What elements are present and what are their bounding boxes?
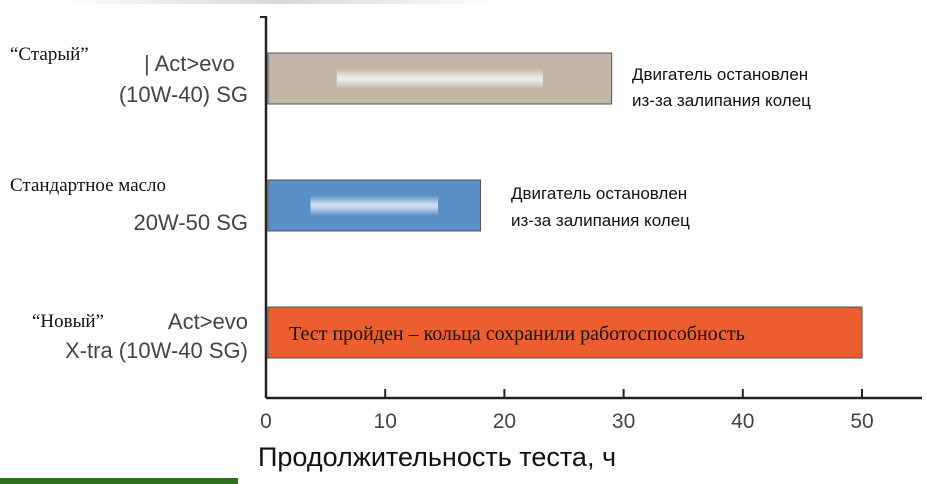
x-tick-label: 10 <box>374 410 397 433</box>
category-label-line: | Act>evo <box>144 51 235 76</box>
x-tick-label: 40 <box>731 410 754 433</box>
top-fade-decoration <box>60 0 500 4</box>
x-tick-label: 50 <box>850 410 873 433</box>
category-label-line: Act>evo <box>168 309 248 334</box>
x-tick-label: 20 <box>493 410 516 433</box>
x-ticks: 0 10 20 30 40 50 <box>260 389 874 433</box>
bar-shine <box>336 68 543 89</box>
bar-shine <box>310 195 439 216</box>
bar-annotation: Двигатель остановлен <box>632 65 808 84</box>
category-label-line: (10W-40) SG <box>119 82 248 107</box>
category-label-line: X-tra (10W-40 SG) <box>65 338 248 363</box>
category-label-line: Стандартное масло <box>10 175 166 196</box>
category-label-line: “Новый” <box>32 311 104 332</box>
category-label-line: “Старый” <box>10 44 89 65</box>
x-axis-label: Продолжительность теста, ч <box>258 442 616 472</box>
green-footer-strip <box>0 478 238 484</box>
x-tick-label: 0 <box>260 410 272 433</box>
bar-new <box>267 306 863 359</box>
annotations: Двигатель остановлен из-за залипания коле… <box>289 65 811 345</box>
bar-labels: “Старый” | Act>evo (10W-40) SG Стандартное … <box>10 44 248 363</box>
bar-annotation: из-за залипания колец <box>632 91 811 110</box>
bar-annotation: из-за залипания колец <box>511 211 690 230</box>
bar-annotation: Тест пройден – кольца сохранили работосп… <box>289 323 745 345</box>
bar-annotation: Двигатель остановлен <box>511 184 687 203</box>
category-label-line: 20W-50 SG <box>133 210 248 235</box>
axes: 0 10 20 30 40 50 <box>260 16 922 433</box>
bars <box>267 52 863 359</box>
x-tick-label: 30 <box>612 410 635 433</box>
